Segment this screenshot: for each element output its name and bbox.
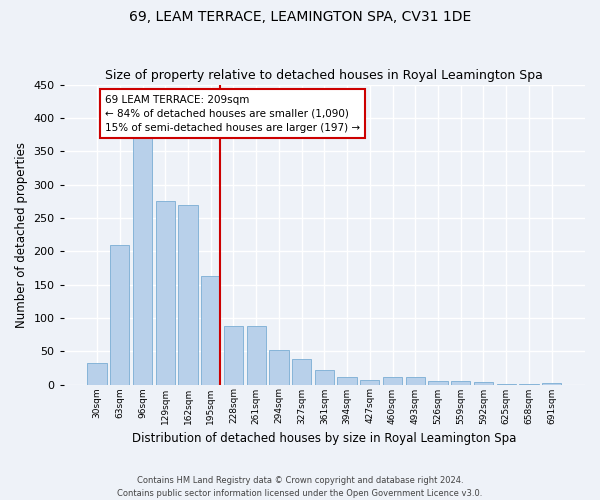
Bar	[224, 326, 243, 384]
Bar	[314, 370, 334, 384]
Bar	[155, 200, 175, 384]
Bar	[542, 382, 562, 384]
Title: Size of property relative to detached houses in Royal Leamington Spa: Size of property relative to detached ho…	[106, 69, 543, 82]
Bar	[292, 359, 311, 384]
Bar	[247, 326, 266, 384]
Bar	[337, 376, 357, 384]
Bar	[201, 276, 220, 384]
Bar	[178, 204, 197, 384]
Bar	[451, 381, 470, 384]
Bar	[133, 132, 152, 384]
Bar	[88, 362, 107, 384]
Bar	[428, 381, 448, 384]
Bar	[406, 377, 425, 384]
Text: 69 LEAM TERRACE: 209sqm
← 84% of detached houses are smaller (1,090)
15% of semi: 69 LEAM TERRACE: 209sqm ← 84% of detache…	[105, 94, 360, 132]
Bar	[474, 382, 493, 384]
X-axis label: Distribution of detached houses by size in Royal Leamington Spa: Distribution of detached houses by size …	[132, 432, 517, 445]
Y-axis label: Number of detached properties: Number of detached properties	[15, 142, 28, 328]
Text: Contains HM Land Registry data © Crown copyright and database right 2024.
Contai: Contains HM Land Registry data © Crown c…	[118, 476, 482, 498]
Bar	[383, 376, 402, 384]
Bar	[269, 350, 289, 384]
Bar	[360, 380, 379, 384]
Text: 69, LEAM TERRACE, LEAMINGTON SPA, CV31 1DE: 69, LEAM TERRACE, LEAMINGTON SPA, CV31 1…	[129, 10, 471, 24]
Bar	[110, 244, 130, 384]
